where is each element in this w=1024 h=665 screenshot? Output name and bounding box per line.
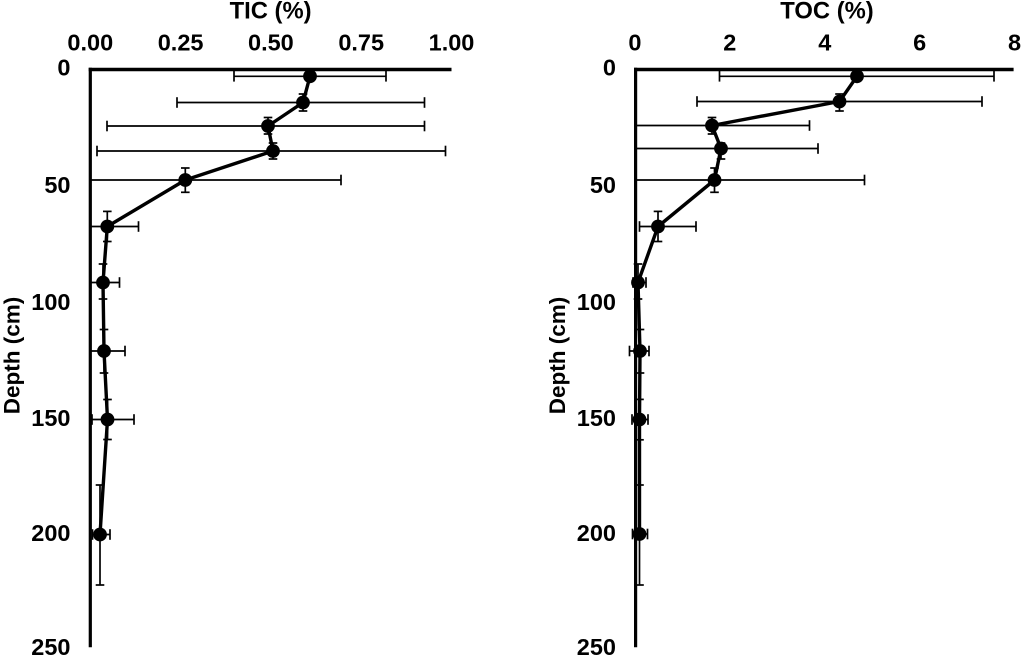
svg-text:2: 2 — [723, 30, 736, 56]
svg-text:6: 6 — [913, 30, 926, 56]
svg-text:150: 150 — [31, 405, 70, 431]
svg-text:0.50: 0.50 — [248, 30, 294, 56]
svg-text:250: 250 — [31, 634, 70, 660]
svg-text:50: 50 — [44, 172, 70, 198]
svg-text:0.75: 0.75 — [338, 30, 384, 56]
svg-text:250: 250 — [577, 634, 616, 660]
svg-text:0.00: 0.00 — [67, 30, 113, 56]
svg-text:50: 50 — [590, 172, 616, 198]
svg-text:0: 0 — [57, 54, 70, 80]
svg-text:200: 200 — [31, 520, 70, 546]
svg-text:TIC (%): TIC (%) — [230, 0, 312, 25]
svg-text:0: 0 — [603, 54, 616, 80]
svg-text:Depth (cm): Depth (cm) — [0, 297, 25, 415]
svg-text:1.00: 1.00 — [429, 30, 475, 56]
svg-text:100: 100 — [31, 289, 70, 315]
svg-text:0: 0 — [628, 30, 641, 56]
svg-text:0.25: 0.25 — [158, 30, 204, 56]
svg-text:150: 150 — [577, 405, 616, 431]
svg-text:200: 200 — [577, 520, 616, 546]
svg-text:4: 4 — [818, 30, 831, 56]
svg-text:100: 100 — [577, 289, 616, 315]
svg-text:TOC (%): TOC (%) — [780, 0, 873, 25]
svg-text:8: 8 — [1008, 30, 1021, 56]
svg-text:Depth (cm): Depth (cm) — [545, 297, 570, 415]
